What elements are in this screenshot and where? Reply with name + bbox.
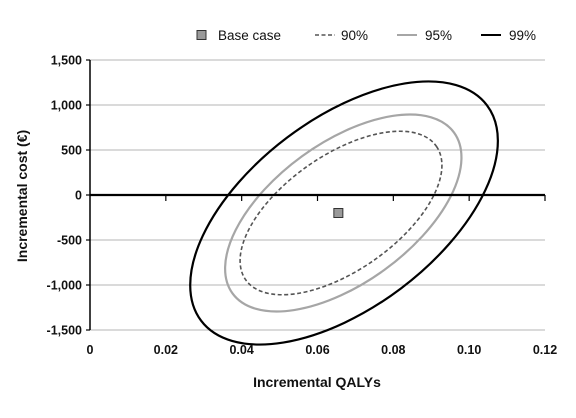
x-tick-label: 0.02	[154, 343, 178, 357]
y-tick-label: 1,500	[51, 54, 82, 68]
x-tick-label: 0.06	[305, 343, 329, 357]
y-tick-label: -1,500	[47, 324, 82, 338]
ellipse-95pct	[224, 113, 463, 313]
ellipse-99pct	[189, 80, 499, 346]
y-tick-label: -1,000	[47, 279, 82, 293]
y-tick-label: 0	[75, 189, 82, 203]
data-points	[333, 208, 344, 218]
base-case-point	[333, 208, 344, 218]
y-tick-label: 1,000	[51, 99, 82, 113]
x-tick-label: 0.04	[229, 343, 253, 357]
y-axis-title: Incremental cost (€)	[14, 130, 30, 262]
tick-labels: 1,500 1,000 500 0 -500 -1,000 -1,500 0 0.02 0.04 0…	[47, 54, 558, 358]
ellipse-90pct	[239, 130, 443, 296]
grid-lines	[90, 59, 545, 331]
y-tick-label: -500	[57, 234, 82, 248]
x-tick-label: 0.10	[457, 343, 481, 357]
legend-label-95pct: 95%	[425, 28, 452, 43]
y-tick-label: 500	[61, 144, 82, 158]
legend-base-case-label: Base case	[218, 28, 281, 43]
x-tick-label: 0.12	[533, 343, 557, 357]
x-axis-title: Incremental QALYs	[253, 374, 381, 390]
confidence-ellipses	[189, 80, 499, 346]
legend: Base case 90% 95% 99%	[196, 28, 536, 43]
x-tick-label: 0.08	[381, 343, 405, 357]
legend-label-90pct: 90%	[341, 28, 368, 43]
axes	[86, 59, 546, 331]
x-tick-label: 0	[87, 343, 94, 357]
legend-base-case-marker	[196, 30, 207, 40]
legend-label-99pct: 99%	[509, 28, 536, 43]
